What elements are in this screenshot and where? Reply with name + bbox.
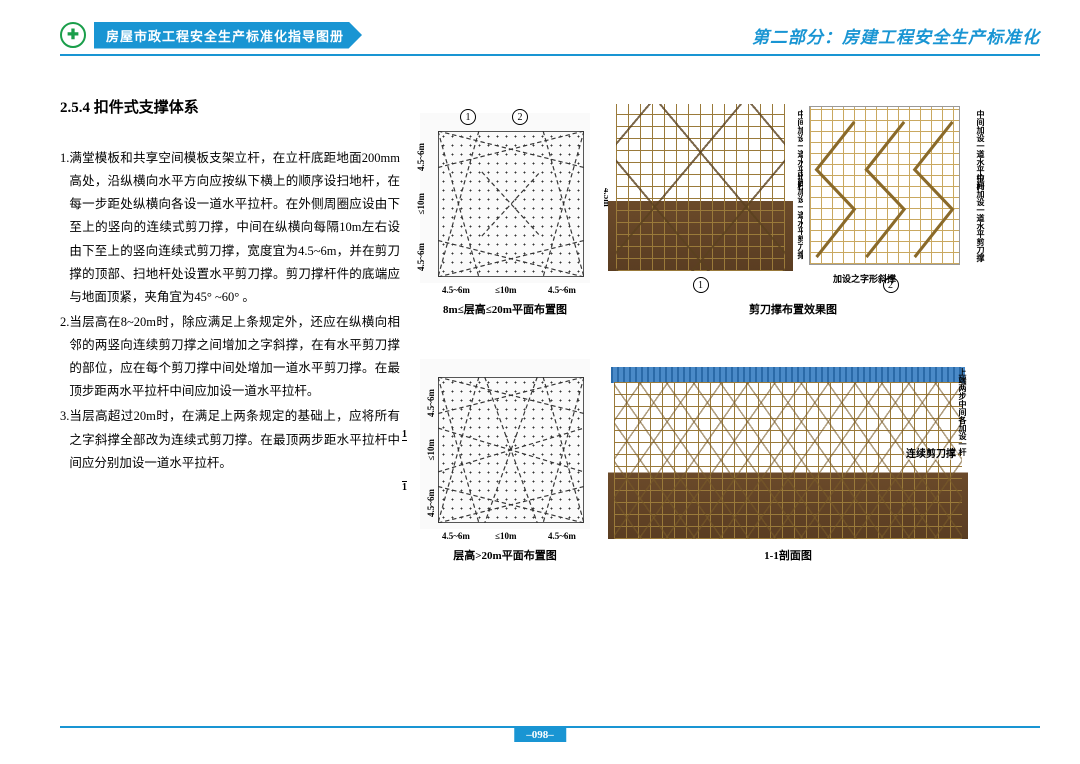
plan-diagram-1: 1 2 <box>420 113 590 317</box>
render-2: 中间加设一道水平拉杆 中间加设一道水平剪刀撑 加设之字形斜撑 <box>803 96 978 271</box>
fig-caption: 层高>20m平面布置图 <box>453 547 556 563</box>
header-part-label: 第二部分：房建工程安全生产标准化 <box>752 23 1040 48</box>
paragraph-2: 2. 当层高在8~20m时，除应满足上条规定外，还应在纵横向相邻的两竖向连续剪刀… <box>60 311 400 404</box>
dim-left-3: 4.5~6m <box>426 489 436 517</box>
header-divider <box>60 54 1040 56</box>
render-effect-block: 中间加设一道水平拉杆 中间加设一道水平剪刀撑 1 <box>608 96 978 317</box>
dim-bottom-1: 4.5~6m <box>442 285 470 295</box>
dim-bottom-2: ≤10m <box>495 285 516 295</box>
callout-row: 1 2 <box>460 109 528 125</box>
dim-left-2: ≤10m <box>426 439 436 460</box>
section-number: 2.5.4 <box>60 100 90 116</box>
dim-bottom-3: 4.5~6m <box>548 531 576 541</box>
fig-caption: 8m≤层高≤20m平面布置图 <box>443 301 567 317</box>
paragraph-1: 1. 满堂模板和共享空间模板支架立杆，在立杆底距地面200mm高处，沿纵横向水平… <box>60 147 400 309</box>
plan-drawing: 1 2 <box>420 113 590 283</box>
paragraph-3: 3. 当层高超过20m时，在满足上两条规定的基础上，应将所有之字斜撑全部改为连续… <box>60 405 400 474</box>
dot-grid <box>438 131 584 277</box>
section-title: 2.5.4 扣件式支撑体系 <box>60 96 400 117</box>
header-banner: 房屋市政工程安全生产标准化指导图册 <box>94 22 362 49</box>
para-number: 2. <box>60 311 69 404</box>
dim-left-2: ≤10m <box>416 193 426 214</box>
para-number: 3. <box>60 405 69 474</box>
render-label-1: 1 <box>693 277 709 293</box>
fig-caption: 剪刀撑布置效果图 <box>749 301 837 317</box>
dim-bottom-1: 4.5~6m <box>442 531 470 541</box>
dot-grid <box>438 377 584 523</box>
render-2-diag <box>809 106 960 265</box>
annot-mid: 连续剪刀撑 <box>904 449 958 460</box>
section-mark-bot: 1 <box>402 481 407 493</box>
logo-icon: ✚ <box>60 22 86 48</box>
dim-bottom-2: ≤10m <box>495 531 516 541</box>
section-mark-top: 1 <box>402 429 407 441</box>
figure-column: 1 2 <box>420 96 1040 563</box>
para-number: 1. <box>60 147 69 309</box>
callout-1: 1 <box>460 109 476 125</box>
logo-plus-icon: ✚ <box>67 27 79 44</box>
section-render-block: 上端两步中间各加设一杆 连续剪刀撑 1-1剖面图 <box>608 364 968 563</box>
figure-row-1: 1 2 <box>420 96 1040 317</box>
annot-2b: 中间加设一道水平剪刀撑 <box>956 174 984 262</box>
annot-2: 中间加设一道水平剪刀撑 <box>773 171 805 259</box>
scaffold-diag <box>616 104 785 271</box>
page: ✚ 房屋市政工程安全生产标准化指导图册 第二部分：房建工程安全生产标准化 2.5… <box>0 0 1080 764</box>
dim-left-1: 4.5~6m <box>426 389 436 417</box>
annot-3: 加设之字形斜撑 <box>833 275 896 285</box>
dim-left-1: 4.5~6m <box>416 143 426 171</box>
section-marks: 1 1 <box>402 429 407 493</box>
dim-bottom-3: 4.5~6m <box>548 285 576 295</box>
render-1-wrapper: 中间加设一道水平拉杆 中间加设一道水平剪刀撑 1 <box>608 96 793 293</box>
annot-top: 上端两步中间各加设一杆 <box>942 368 966 456</box>
scaffold-diag <box>614 382 962 539</box>
page-number: –098– <box>514 728 566 742</box>
callout-2: 2 <box>512 109 528 125</box>
render-2-wrapper: 中间加设一道水平拉杆 中间加设一道水平剪刀撑 加设之字形斜撑 2 <box>803 96 978 293</box>
render-1: 中间加设一道水平拉杆 中间加设一道水平剪刀撑 <box>608 96 793 271</box>
para-text: 满堂模板和共享空间模板支架立杆，在立杆底距地面200mm高处，沿纵横向水平方向应… <box>69 147 400 309</box>
plan-diagram-2: 1 1 4.5~6m ≤10m 4.5~6m 4.5~6m ≤10m 4.5~6… <box>420 359 590 563</box>
page-header: ✚ 房屋市政工程安全生产标准化指导图册 第二部分：房建工程安全生产标准化 <box>60 20 1040 50</box>
figure-row-2: 1 1 4.5~6m ≤10m 4.5~6m 4.5~6m ≤10m 4.5~6… <box>420 359 1040 563</box>
fig-caption: 1-1剖面图 <box>764 547 812 563</box>
para-text: 当层高超过20m时，在满足上两条规定的基础上，应将所有之字斜撑全部改为连续式剪刀… <box>69 405 400 474</box>
section-render: 上端两步中间各加设一杆 连续剪刀撑 <box>608 364 968 539</box>
top-beam <box>611 367 965 383</box>
text-column: 2.5.4 扣件式支撑体系 1. 满堂模板和共享空间模板支架立杆，在立杆底距地面… <box>60 96 420 563</box>
plan-drawing-2: 1 1 4.5~6m ≤10m 4.5~6m 4.5~6m ≤10m 4.5~6… <box>420 359 590 529</box>
main-content: 2.5.4 扣件式支撑体系 1. 满堂模板和共享空间模板支架立杆，在立杆底距地面… <box>60 96 1040 563</box>
dim-left-3: 4.5~6m <box>416 243 426 271</box>
para-text: 当层高在8~20m时，除应满足上条规定外，还应在纵横向相邻的两竖向连续剪刀撑之间… <box>69 311 400 404</box>
section-name: 扣件式支撑体系 <box>94 100 199 116</box>
